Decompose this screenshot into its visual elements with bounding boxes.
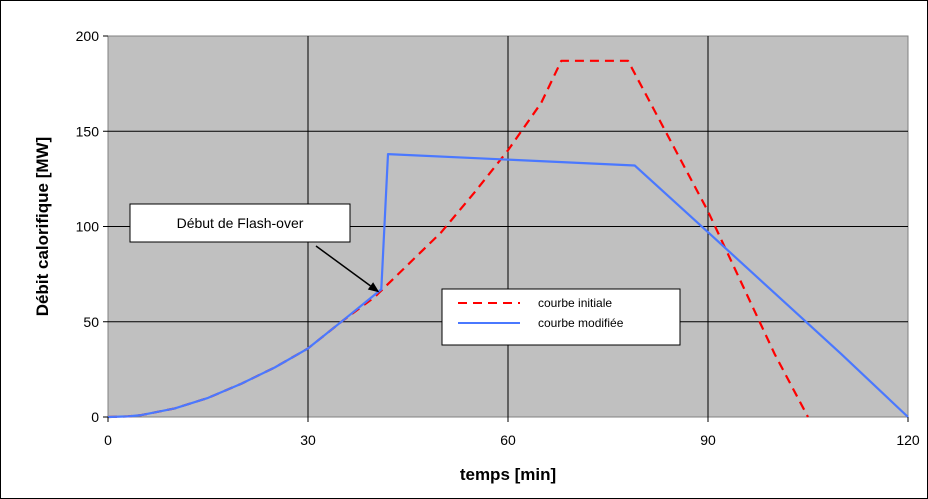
x-tick-label: 30 <box>300 432 316 448</box>
annotation-arrow-head <box>367 282 380 293</box>
y-axis-title: Débit calorifique [MW] <box>33 137 52 316</box>
legend-label-modified: courbe modifiée <box>538 316 624 330</box>
y-tick-label: 200 <box>76 28 100 44</box>
y-tick-label: 150 <box>76 123 100 139</box>
annotation-arrow-line <box>315 245 371 287</box>
y-axis-ticks: 0 50 100 150 200 <box>76 28 108 425</box>
x-axis-ticks: 0 30 60 90 120 <box>104 417 920 448</box>
x-tick-label: 90 <box>700 432 716 448</box>
annotation-text: Début de Flash-over <box>177 215 304 231</box>
legend: courbe initiale courbe modifiée <box>441 288 681 346</box>
y-tick-label: 100 <box>76 219 100 235</box>
series-layer <box>107 59 909 419</box>
legend-label-initial: courbe initiale <box>538 296 612 310</box>
x-tick-label: 0 <box>104 432 112 448</box>
x-tick-label: 60 <box>500 432 516 448</box>
series-line-0 <box>107 59 809 419</box>
y-tick-label: 0 <box>91 409 99 425</box>
annotation-box <box>129 203 351 243</box>
annotation-flashover: Début de Flash-over <box>129 203 380 293</box>
series-line-1 <box>107 153 909 419</box>
y-tick-label: 50 <box>83 314 99 330</box>
x-axis-title: temps [min] <box>460 465 556 484</box>
legend-box <box>441 288 681 346</box>
x-tick-label: 120 <box>896 432 920 448</box>
